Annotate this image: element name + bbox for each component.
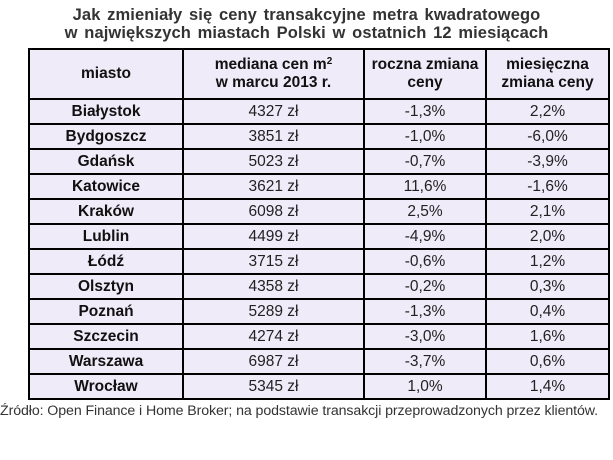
annual-change-cell: -4,9% bbox=[363, 223, 487, 250]
table-row: Lublin 4499 zł -4,9% 2,0% bbox=[28, 223, 610, 250]
median-cell: 3851 zł bbox=[182, 123, 365, 150]
title-line-2: w największych miastach Polski w ostatni… bbox=[64, 24, 549, 42]
title-line-1: Jak zmieniały się ceny transakcyjne metr… bbox=[72, 6, 541, 24]
monthly-change-cell: 2,0% bbox=[485, 223, 610, 250]
median-cell: 5289 zł bbox=[182, 298, 365, 325]
median-cell: 5345 zł bbox=[182, 373, 365, 400]
median-cell: 4327 zł bbox=[182, 98, 365, 125]
monthly-change-cell: -1,6% bbox=[485, 173, 610, 200]
city-cell: Poznań bbox=[28, 298, 184, 325]
monthly-change-cell: 2,2% bbox=[485, 98, 610, 125]
monthly-change-cell: 0,4% bbox=[485, 298, 610, 325]
city-cell: Warszawa bbox=[28, 348, 184, 375]
city-cell: Wrocław bbox=[28, 373, 184, 400]
median-cell: 5023 zł bbox=[182, 148, 365, 175]
source-note: Źródło: Open Finance i Home Broker; na p… bbox=[0, 403, 599, 419]
superscript-2: 2 bbox=[326, 56, 333, 67]
city-cell: Szczecin bbox=[28, 323, 184, 350]
monthly-change-cell: 1,4% bbox=[485, 373, 610, 400]
city-cell: Katowice bbox=[28, 173, 184, 200]
annual-change-cell: 1,0% bbox=[363, 373, 487, 400]
city-cell: Olsztyn bbox=[28, 273, 184, 300]
header-annual-change: roczna zmiana ceny bbox=[363, 48, 487, 100]
table-row: Szczecin 4274 zł -3,0% 1,6% bbox=[28, 323, 610, 350]
header-row: miasto mediana cen m2 w marcu 2013 r. ro… bbox=[28, 48, 610, 100]
city-cell: Kraków bbox=[28, 198, 184, 225]
table-row: Wrocław 5345 zł 1,0% 1,4% bbox=[28, 373, 610, 400]
table-row: Gdańsk 5023 zł -0,7% -3,9% bbox=[28, 148, 610, 175]
table-row: Białystok 4327 zł -1,3% 2,2% bbox=[28, 98, 610, 125]
header-city: miasto bbox=[28, 48, 184, 100]
monthly-change-cell: -3,9% bbox=[485, 148, 610, 175]
annual-change-cell: -1,0% bbox=[363, 123, 487, 150]
annual-change-cell: -1,3% bbox=[363, 298, 487, 325]
annual-change-cell: 11,6% bbox=[363, 173, 487, 200]
table-title: Jak zmieniały się ceny transakcyjne metr… bbox=[0, 6, 613, 42]
median-cell: 6987 zł bbox=[182, 348, 365, 375]
city-cell: Białystok bbox=[28, 98, 184, 125]
annual-change-cell: -0,2% bbox=[363, 273, 487, 300]
median-cell: 3715 zł bbox=[182, 248, 365, 275]
monthly-change-cell: 1,2% bbox=[485, 248, 610, 275]
annual-change-cell: 2,5% bbox=[363, 198, 487, 225]
price-table: miasto mediana cen m2 w marcu 2013 r. ro… bbox=[28, 48, 610, 400]
monthly-change-cell: 1,6% bbox=[485, 323, 610, 350]
city-cell: Lublin bbox=[28, 223, 184, 250]
monthly-change-cell: 0,3% bbox=[485, 273, 610, 300]
monthly-change-cell: 2,1% bbox=[485, 198, 610, 225]
median-cell: 6098 zł bbox=[182, 198, 365, 225]
table-row: Bydgoszcz 3851 zł -1,0% -6,0% bbox=[28, 123, 610, 150]
monthly-change-cell: -6,0% bbox=[485, 123, 610, 150]
table-row: Kraków 6098 zł 2,5% 2,1% bbox=[28, 198, 610, 225]
table-row: Łódź 3715 zł -0,6% 1,2% bbox=[28, 248, 610, 275]
median-cell: 4499 zł bbox=[182, 223, 365, 250]
monthly-change-cell: 0,6% bbox=[485, 348, 610, 375]
table-row: Warszawa 6987 zł -3,7% 0,6% bbox=[28, 348, 610, 375]
annual-change-cell: -0,6% bbox=[363, 248, 487, 275]
annual-change-cell: -0,7% bbox=[363, 148, 487, 175]
median-cell: 4358 zł bbox=[182, 273, 365, 300]
city-cell: Bydgoszcz bbox=[28, 123, 184, 150]
city-cell: Gdańsk bbox=[28, 148, 184, 175]
annual-change-cell: -3,7% bbox=[363, 348, 487, 375]
table-row: Olsztyn 4358 zł -0,2% 0,3% bbox=[28, 273, 610, 300]
median-cell: 4274 zł bbox=[182, 323, 365, 350]
header-monthly-change: miesięczna zmiana ceny bbox=[485, 48, 610, 100]
annual-change-cell: -3,0% bbox=[363, 323, 487, 350]
table-row: Poznań 5289 zł -1,3% 0,4% bbox=[28, 298, 610, 325]
median-cell: 3621 zł bbox=[182, 173, 365, 200]
header-median-price: mediana cen m2 w marcu 2013 r. bbox=[182, 48, 365, 100]
table-row: Katowice 3621 zł 11,6% -1,6% bbox=[28, 173, 610, 200]
annual-change-cell: -1,3% bbox=[363, 98, 487, 125]
city-cell: Łódź bbox=[28, 248, 184, 275]
